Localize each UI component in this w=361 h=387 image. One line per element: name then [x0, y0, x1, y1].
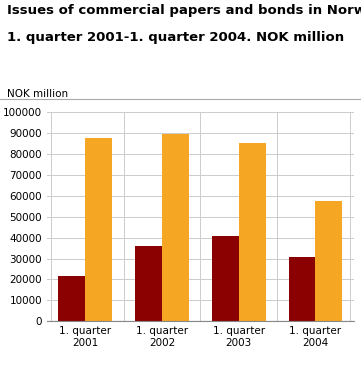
Bar: [162, 134, 189, 321]
Text: Issues of commercial papers and bonds in Norway.: Issues of commercial papers and bonds in…: [7, 4, 361, 17]
Text: 1. quarter 2001-1. quarter 2004. NOK million: 1. quarter 2001-1. quarter 2004. NOK mil…: [7, 31, 344, 44]
Text: NOK million: NOK million: [7, 89, 68, 99]
Bar: [85, 138, 112, 321]
Bar: [239, 142, 266, 321]
Bar: [135, 246, 162, 321]
Bar: [288, 257, 316, 321]
Legend: Bonds, Commercial papers: Bonds, Commercial papers: [100, 385, 301, 387]
Bar: [316, 201, 342, 321]
Bar: [58, 276, 85, 321]
Bar: [212, 236, 239, 321]
